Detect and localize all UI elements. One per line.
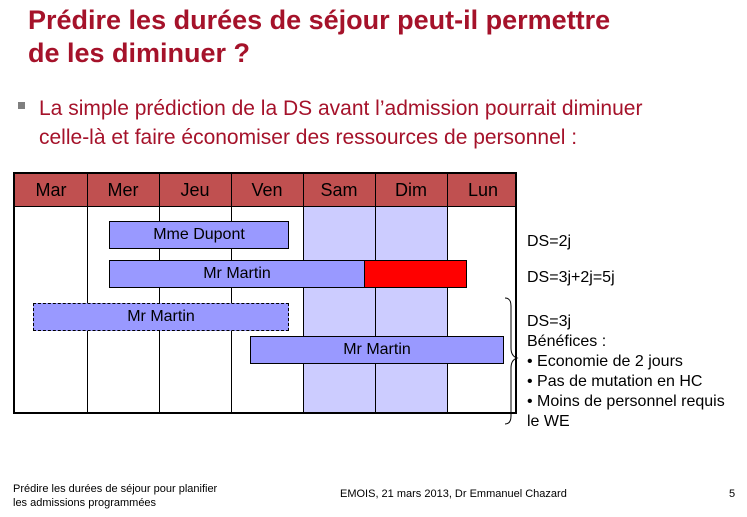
day-separator [303, 174, 304, 412]
calendar-header: Mar Mer Jeu Ven Sam Dim Lun [15, 174, 515, 207]
day-separator [447, 174, 448, 412]
day-label-jeu: Jeu [180, 180, 210, 200]
benefits-title: Bénéfices : [527, 333, 607, 350]
footer-center: EMOIS, 21 mars 2013, Dr Emmanuel Chazard [340, 488, 567, 500]
title-line-2: de les diminuer ? [28, 38, 251, 68]
bullet-line-2: celle-là et faire économiser des ressour… [39, 126, 578, 149]
ds-label-2: DS=3j+2j=5j [527, 269, 615, 286]
footer-left-line-2: les admissions programmées [13, 497, 157, 509]
benefit-item: • Economie de 2 jours [527, 353, 683, 370]
day-label-lun: Lun [467, 180, 499, 200]
footer-left-line-1: Prédire les durées de séjour pour planif… [13, 483, 218, 495]
bullet-line-1: La simple prédiction de la DS avant l’ad… [39, 97, 643, 120]
day-separator [87, 174, 88, 412]
stay-calendar: Mar Mer Jeu Ven Sam Dim Lun Mme Dupont M… [13, 172, 517, 414]
day-label-mer: Mer [107, 180, 139, 200]
stay-extension-bar [364, 260, 467, 288]
day-label-sam: Sam [320, 180, 358, 200]
benefit-item: • Moins de personnel requis [527, 393, 725, 410]
stay-bar-mr-martin-predicted: Mr Martin [109, 260, 365, 288]
page-number: 5 [729, 488, 736, 500]
ds-label-1: DS=2j [527, 233, 572, 250]
ds-label-3: DS=3j [527, 313, 572, 330]
stay-bar-mme-dupont: Mme Dupont [109, 221, 289, 249]
stay-bar-mr-martin-dashed: Mr Martin [33, 303, 289, 331]
day-separator [159, 174, 160, 412]
day-separator [375, 174, 376, 412]
day-label-dim: Dim [395, 180, 427, 200]
curly-brace-icon [504, 297, 519, 425]
day-label-ven: Ven [251, 180, 283, 200]
benefit-item-continued: le WE [527, 413, 570, 430]
title-line-1: Prédire les durées de séjour peut-il per… [28, 5, 611, 35]
day-label-mar: Mar [35, 180, 67, 200]
slide-title: Prédire les durées de séjour peut-il per… [28, 4, 728, 70]
benefit-item: • Pas de mutation en HC [527, 373, 703, 390]
footer-left: Prédire les durées de séjour pour planif… [13, 482, 217, 510]
stay-bar-mr-martin-rescheduled: Mr Martin [250, 336, 504, 364]
bullet-square-icon [18, 102, 25, 109]
benefits-block: DS=3j Bénéfices : • Economie de 2 jours … [527, 312, 725, 432]
bullet-text: La simple prédiction de la DS avant l’ad… [39, 94, 739, 152]
day-separator [231, 174, 232, 412]
